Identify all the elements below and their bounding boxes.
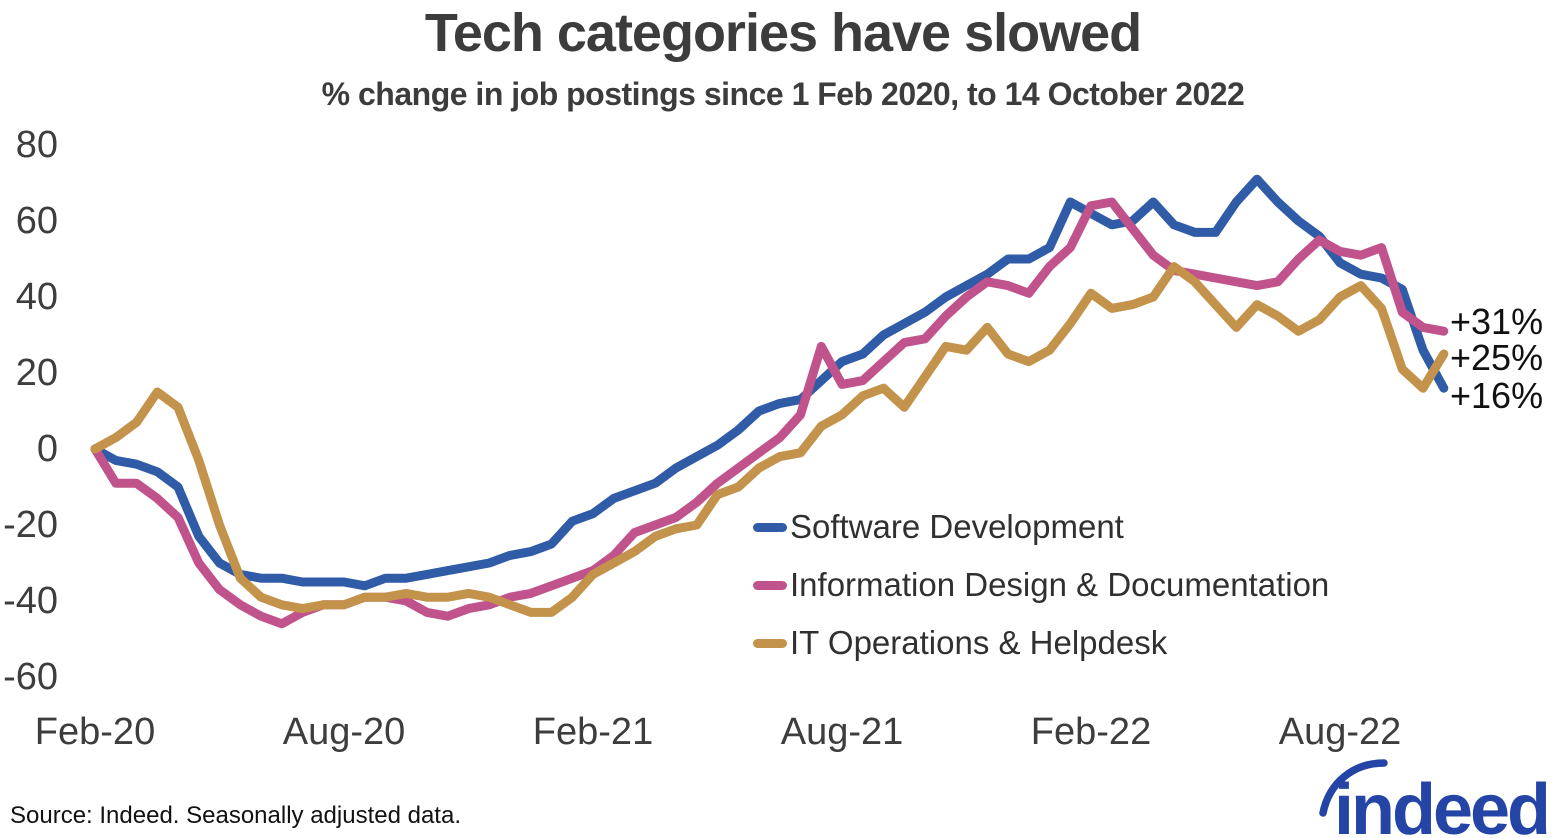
x-tick-aug-21: Aug-21: [780, 711, 904, 753]
y-tick--40: -40: [3, 580, 58, 622]
legend-item-it-operations-helpdesk: IT Operations & Helpdesk: [753, 619, 1329, 667]
y-tick-0: 0: [36, 428, 58, 470]
legend-swatch-software-development: [753, 522, 787, 532]
end-label-it-operations-helpdesk: +25%: [1450, 337, 1544, 378]
x-tick-feb-22: Feb-22: [1030, 711, 1152, 753]
legend-swatch-information-design-documentation: [753, 580, 787, 590]
legend: Software Development Information Design &…: [753, 503, 1329, 677]
x-tick-aug-20: Aug-20: [282, 711, 406, 753]
y-tick--60: -60: [3, 656, 58, 698]
legend-label-it-operations-helpdesk: IT Operations & Helpdesk: [790, 624, 1168, 661]
y-tick-20: 20: [15, 352, 58, 394]
line-it-operations-helpdesk: [90, 262, 1449, 617]
y-tick-80: 80: [15, 124, 58, 166]
indeed-logo: indeed: [1318, 756, 1566, 838]
line-software-development: [90, 174, 1449, 591]
legend-label-information-design-documentation: Information Design & Documentation: [790, 566, 1330, 603]
y-tick--20: -20: [3, 504, 58, 546]
x-tick-feb-20: Feb-20: [34, 711, 156, 753]
legend-item-information-design-documentation: Information Design & Documentation: [753, 561, 1329, 609]
logo-arc-icon: [1319, 759, 1388, 817]
legend-label-software-development: Software Development: [790, 508, 1124, 545]
chart-title: Tech categories have slowed: [424, 3, 1142, 63]
legend-item-software-development: Software Development: [753, 503, 1329, 551]
x-tick-feb-21: Feb-21: [532, 711, 654, 753]
chart-subtitle: % change in job postings since 1 Feb 202…: [321, 76, 1245, 112]
end-label-information-design-documentation: +31%: [1450, 301, 1544, 342]
y-tick-60: 60: [15, 200, 58, 242]
legend-swatch-it-operations-helpdesk: [753, 638, 787, 648]
logo-wordmark: indeed: [1334, 770, 1548, 838]
end-label-software-development: +16%: [1450, 375, 1544, 416]
source-note: Source: Indeed. Seasonally adjusted data…: [10, 802, 461, 829]
y-tick-40: 40: [15, 276, 58, 318]
x-tick-aug-22: Aug-22: [1278, 711, 1402, 753]
